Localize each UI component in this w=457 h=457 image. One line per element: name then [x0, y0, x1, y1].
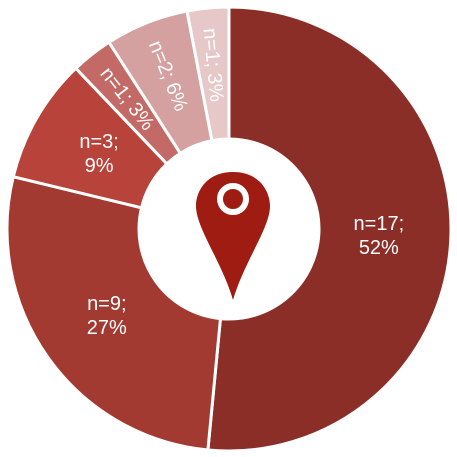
slice — [206, 5, 453, 453]
data-label: n=17; 52% — [353, 213, 405, 260]
slice — [5, 174, 223, 452]
data-label: n=9; 27% — [86, 293, 127, 339]
data-label: n=3; 9% — [79, 131, 119, 177]
pin-icon — [196, 172, 270, 300]
slices — [5, 5, 453, 453]
slice — [185, 5, 231, 143]
